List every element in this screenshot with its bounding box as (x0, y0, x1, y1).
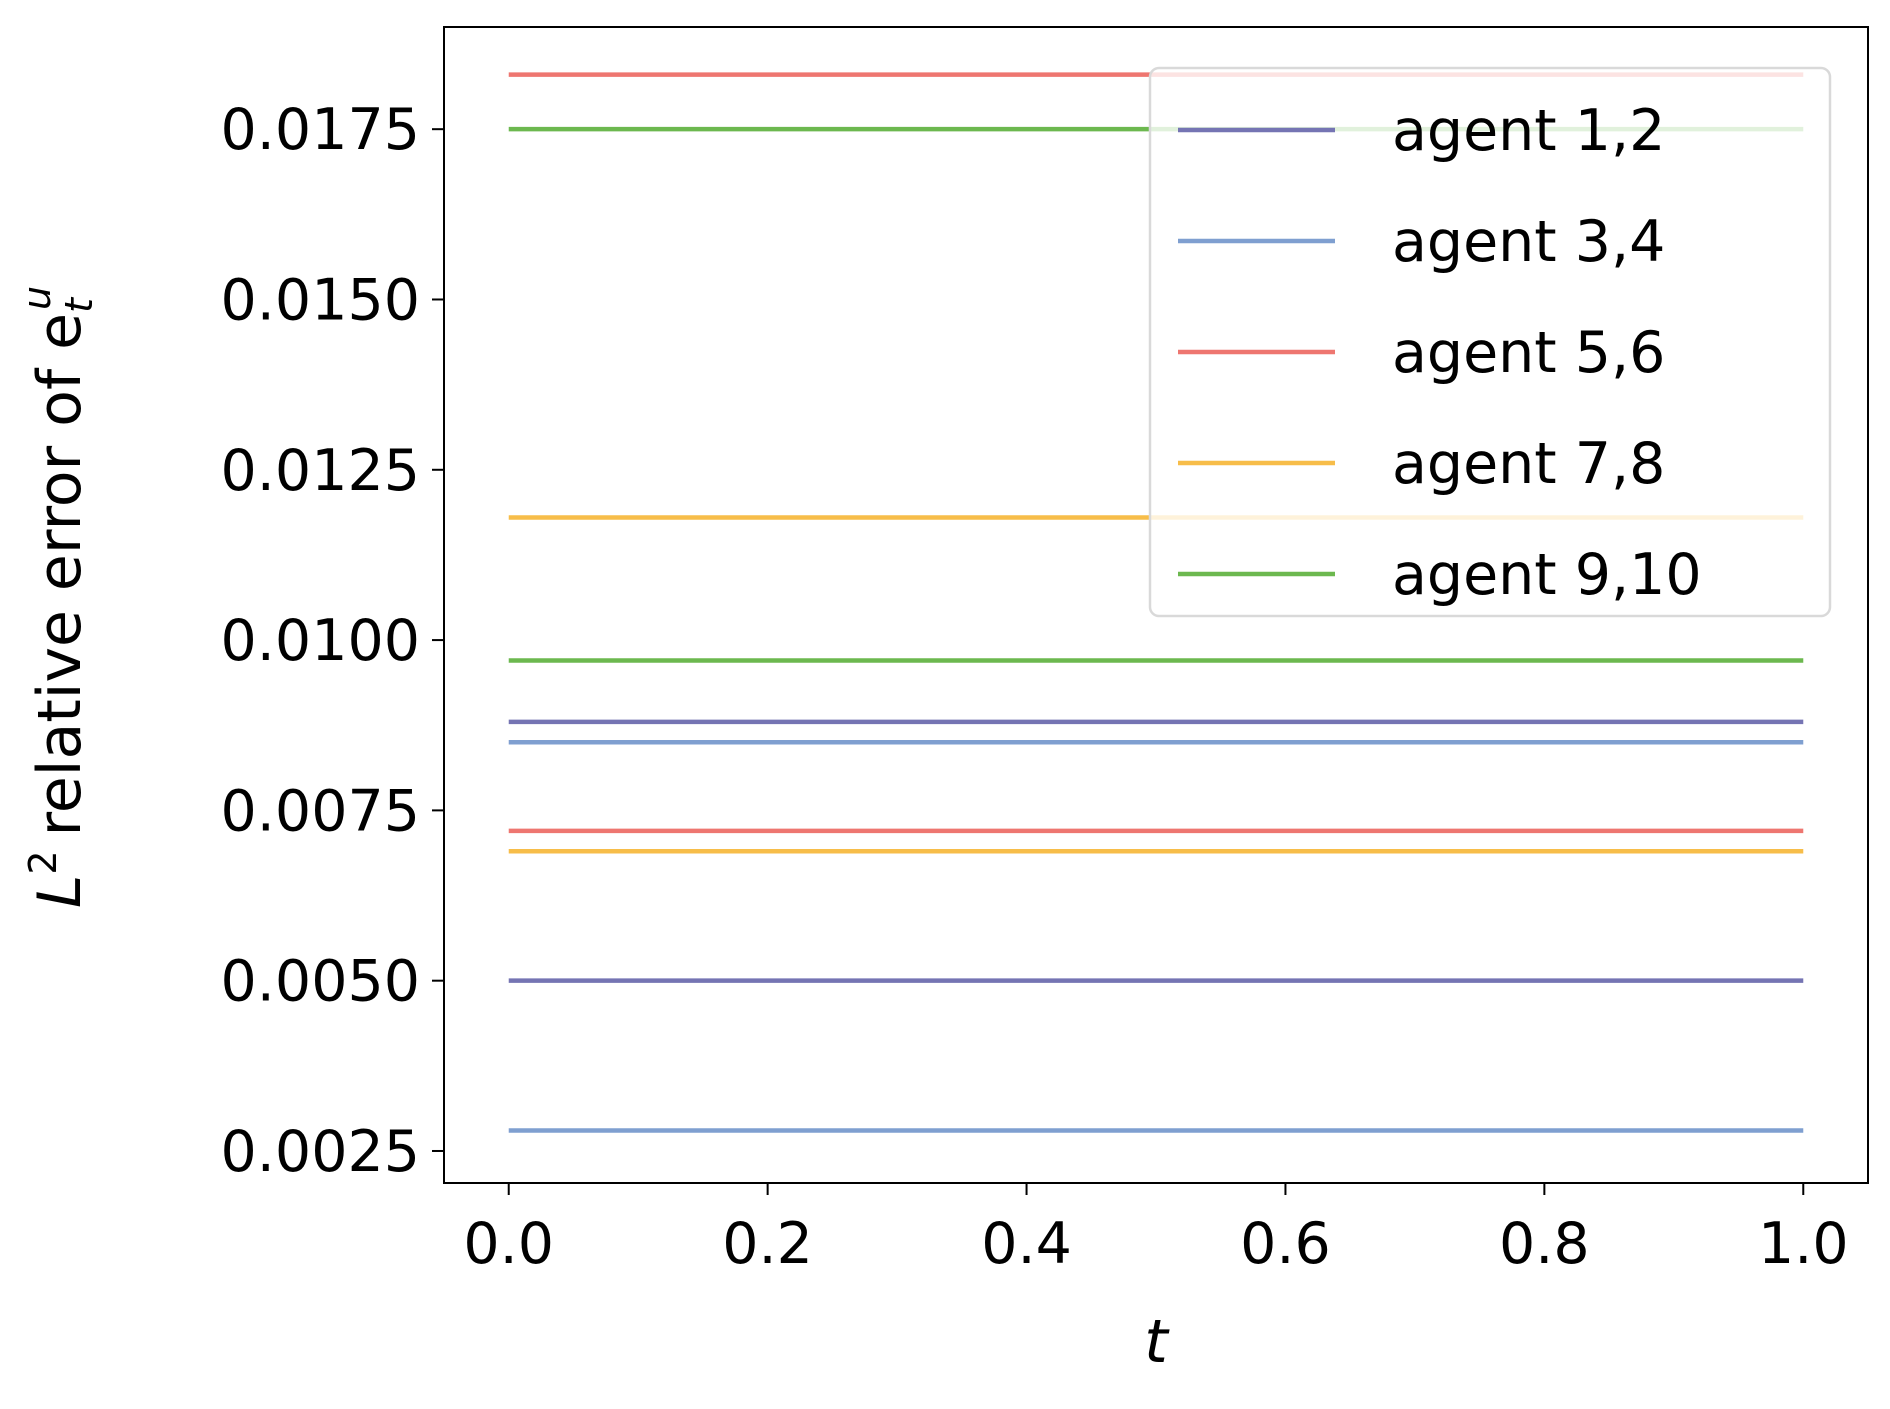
x-axis: 0.0 0.2 0.4 0.6 0.8 1.0 (463, 1183, 1849, 1277)
legend-label: agent 3,4 (1392, 209, 1665, 275)
legend-box (1148, 66, 1832, 618)
series-1 (508, 719, 1804, 983)
y-tick-label: 0.0150 (221, 267, 420, 333)
plot-frame (443, 26, 1869, 1184)
x-tick-label: 0.6 (1240, 1211, 1331, 1277)
y-axis-title-sub: t (57, 296, 101, 313)
y-axis-title: L2 relative error of etu (15, 286, 101, 908)
legend-item[interactable]: agent 3,4 (1178, 209, 1665, 275)
y-axis: 0.0025 0.0050 0.0075 0.0100 0.0125 0.0150 0.01… (221, 97, 444, 1185)
y-axis-title-sup2: u (15, 286, 59, 310)
legend-item[interactable]: agent 1,2 (1178, 98, 1665, 164)
y-tick-label: 0.0050 (221, 949, 420, 1015)
legend-item[interactable]: agent 7,8 (1178, 431, 1665, 497)
legend-label: agent 7,8 (1392, 431, 1665, 497)
y-tick-label: 0.0025 (221, 1119, 420, 1185)
x-tick-label: 0.0 (463, 1211, 554, 1277)
series-2 (508, 740, 1804, 1133)
legend-item[interactable]: agent 5,6 (1178, 320, 1665, 386)
y-axis-title-base: L (25, 875, 95, 908)
legend[interactable]: agent 1,2 agent 3,4 agent 5,6 agent 7,8 agen… (1148, 66, 1832, 618)
legend-label: agent 9,10 (1392, 542, 1702, 608)
y-axis-title-sup: 2 (21, 850, 65, 874)
x-tick-label: 0.8 (1499, 1211, 1590, 1277)
x-tick-label: 0.4 (981, 1211, 1072, 1277)
legend-item[interactable]: agent 9,10 (1178, 542, 1702, 608)
legend-label: agent 1,2 (1392, 98, 1665, 164)
y-tick-label: 0.0075 (221, 778, 420, 844)
y-tick-label: 0.0175 (221, 97, 420, 163)
x-tick-label: 1.0 (1758, 1211, 1849, 1277)
y-tick-label: 0.0100 (221, 608, 420, 674)
x-tick-label: 0.2 (722, 1211, 813, 1277)
legend-label: agent 5,6 (1392, 320, 1665, 386)
y-axis-title-text: relative error of e (25, 313, 95, 837)
y-tick-label: 0.0125 (221, 438, 420, 504)
x-axis-title: t (1144, 1307, 1170, 1377)
